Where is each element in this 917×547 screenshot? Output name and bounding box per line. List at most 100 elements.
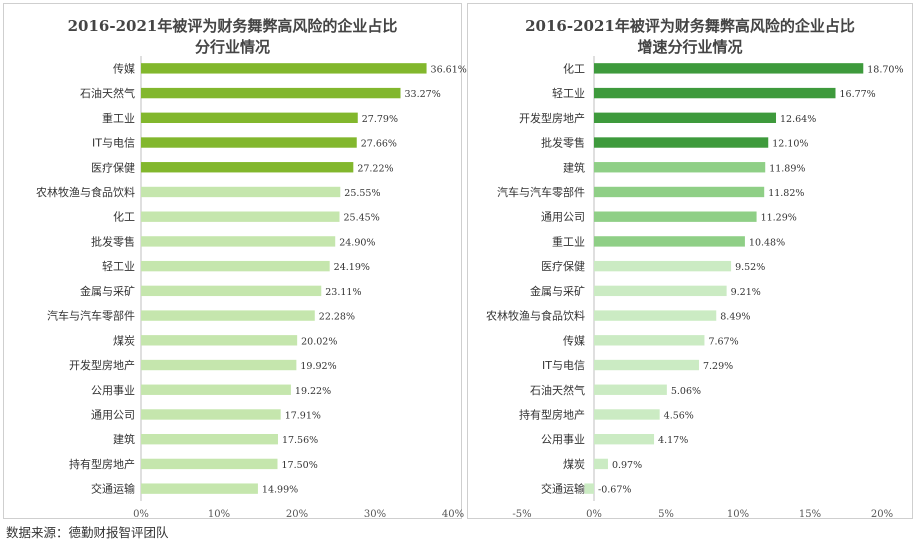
right-bar <box>594 87 836 99</box>
right-data-label: -0.67% <box>598 485 631 496</box>
left-x-tick-label: 10% <box>208 509 230 520</box>
left-x-tick-label: 30% <box>364 509 386 520</box>
right-data-label: 5.06% <box>671 386 701 397</box>
right-data-label: 0.97% <box>612 460 642 471</box>
right-category-label: 批发零售 <box>541 136 585 150</box>
left-bar <box>141 137 357 148</box>
right-category-label: 化工 <box>563 61 585 75</box>
left-bar <box>141 236 336 247</box>
left-data-label: 24.90% <box>339 237 375 248</box>
left-category-label: 石油天然气 <box>80 86 135 100</box>
left-category-label: 汽车与汽车零部件 <box>47 309 135 323</box>
right-category-label: 农林牧渔与食品饮料 <box>486 309 585 323</box>
left-category-label: 建筑 <box>113 432 135 446</box>
right-category-label: IT与电信 <box>542 359 585 372</box>
right-category-label: 金属与采矿 <box>530 284 585 298</box>
right-data-label: 4.56% <box>664 410 694 421</box>
left-data-label: 17.91% <box>285 410 321 421</box>
right-data-label: 9.21% <box>731 287 761 298</box>
left-data-label: 23.11% <box>325 287 361 298</box>
left-category-label: 重工业 <box>102 111 135 125</box>
right-x-tick-label: 10% <box>727 509 749 520</box>
right-data-label: 7.67% <box>708 336 738 347</box>
left-bar <box>141 458 278 470</box>
right-x-tick-label: -5% <box>512 509 531 520</box>
right-bar <box>594 335 705 346</box>
right-bar <box>594 409 660 420</box>
left-data-label: 14.99% <box>262 485 298 496</box>
left-bar <box>141 87 401 99</box>
right-data-label: 10.48% <box>749 237 785 248</box>
left-data-label: 19.92% <box>300 361 336 372</box>
left-category-label: 传媒 <box>113 62 135 75</box>
left-data-label: 25.55% <box>344 188 380 199</box>
left-bar <box>141 434 278 445</box>
left-bar <box>141 260 330 272</box>
right-data-label: 11.89% <box>769 163 805 174</box>
right-bar <box>594 112 777 123</box>
right-bar <box>594 162 766 173</box>
right-category-label: 通用公司 <box>541 211 585 224</box>
right-data-label: 11.82% <box>768 188 804 199</box>
right-chart-title-line1: 2016-2021年被评为财务舞弊高风险的企业占比 <box>525 17 855 35</box>
left-bar <box>141 211 340 222</box>
right-bar <box>594 260 732 272</box>
right-data-label: 7.29% <box>703 361 733 372</box>
right-x-tick-label: 0% <box>586 509 602 520</box>
right-data-label: 12.64% <box>780 114 816 125</box>
right-category-label: 汽车与汽车零部件 <box>497 185 585 199</box>
left-bar-chart: 0% 10% 20% 30% 40% 传媒 36.61% 石油天然气 33.27% 重工业 27.7… <box>36 56 467 520</box>
left-bar <box>141 162 354 173</box>
right-bar <box>584 483 594 494</box>
right-chart-panel: 2016-2021年被评为财务舞弊高风险的企业占比 增速分行业情况 -5% 0% 5… <box>467 3 913 520</box>
left-category-label: 公用事业 <box>91 384 135 397</box>
left-category-label: 开发型房地产 <box>69 358 135 372</box>
right-category-label: 建筑 <box>563 160 585 174</box>
left-data-label: 19.22% <box>295 386 331 397</box>
right-category-label: 交通运输 <box>541 482 585 496</box>
left-data-label: 22.28% <box>319 312 355 323</box>
left-chart-title-line2: 分行业情况 <box>194 38 270 56</box>
right-bar-chart: -5% 0% 5% 10% 15% 20% 化工 18.70% 轻工业 16.77% 开发型房地产 1… <box>486 56 904 520</box>
right-bar <box>594 359 699 371</box>
right-bar <box>594 310 717 321</box>
right-bar <box>594 137 769 148</box>
left-category-label: 煤炭 <box>113 334 135 347</box>
right-category-label: 持有型房地产 <box>519 407 585 421</box>
left-data-label: 33.27% <box>405 89 441 100</box>
right-bar <box>594 236 745 247</box>
left-x-tick-label: 0% <box>133 509 149 520</box>
left-category-label: 化工 <box>113 210 135 224</box>
right-data-label: 18.70% <box>867 64 903 75</box>
right-chart-title-line2: 增速分行业情况 <box>637 38 743 56</box>
right-x-tick-label: 5% <box>658 509 674 520</box>
right-bar <box>594 63 864 74</box>
left-category-label: 批发零售 <box>91 234 135 248</box>
left-chart-title-line1: 2016-2021年被评为财务舞弊高风险的企业占比 <box>67 17 398 35</box>
left-bar <box>141 310 315 321</box>
right-category-label: 石油天然气 <box>530 383 585 397</box>
left-data-label: 27.79% <box>362 114 398 125</box>
right-data-label: 9.52% <box>735 262 765 273</box>
left-data-label: 20.02% <box>301 336 337 347</box>
left-x-tick-label: 40% <box>442 509 464 520</box>
left-category-label: 农林牧渔与食品饮料 <box>36 185 135 199</box>
right-data-label: 16.77% <box>839 89 875 100</box>
right-x-tick-label: 20% <box>871 509 893 520</box>
right-category-label: 医疗保健 <box>541 259 585 273</box>
left-data-label: 27.66% <box>361 139 397 150</box>
right-data-label: 8.49% <box>720 312 750 323</box>
right-chart-title: 2016-2021年被评为财务舞弊高风险的企业占比 增速分行业情况 <box>468 16 912 58</box>
left-bar <box>141 409 281 420</box>
left-category-label: IT与电信 <box>92 137 135 150</box>
left-bar <box>141 483 258 494</box>
left-bar <box>141 335 298 346</box>
right-x-tick-label: 15% <box>799 509 821 520</box>
right-bar <box>594 285 727 297</box>
left-data-label: 17.50% <box>282 460 318 471</box>
left-data-label: 25.45% <box>344 213 380 224</box>
left-data-label: 24.19% <box>334 262 370 273</box>
right-data-label: 12.10% <box>772 139 808 150</box>
right-category-label: 开发型房地产 <box>519 111 585 125</box>
right-bar <box>594 211 757 222</box>
